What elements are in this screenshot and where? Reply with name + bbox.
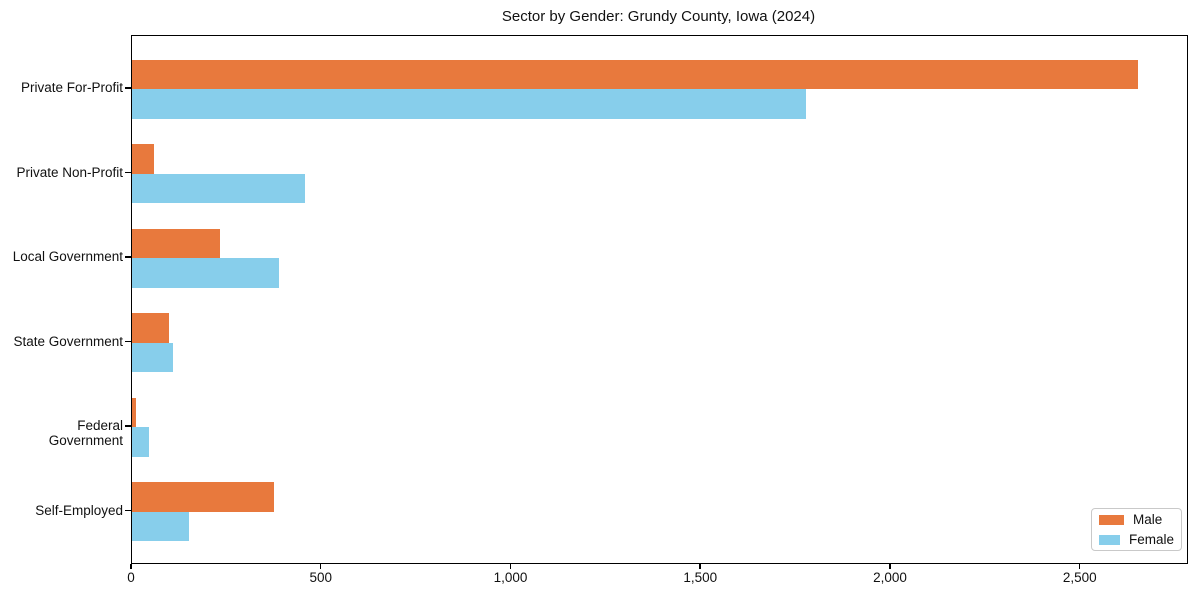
bar-male-state-government: [132, 313, 169, 343]
bar-male-private-for-profit: [132, 59, 1138, 89]
chart-title: Sector by Gender: Grundy County, Iowa (2…: [501, 8, 816, 25]
x-tick-mark-2-000: [889, 563, 891, 569]
x-tick-label-0: 0: [127, 570, 135, 585]
x-tick-label-2-000: 2,000: [873, 570, 907, 585]
bar-female-federal-government: [132, 427, 149, 457]
legend-swatch-female: [1099, 534, 1120, 545]
y-axis-label-self-employed: Self-Employed: [35, 502, 123, 518]
bar-female-state-government: [132, 342, 173, 372]
bar-male-federal-government: [132, 397, 136, 427]
x-tick-label-500: 500: [309, 570, 332, 585]
x-tick-mark-2-500: [1078, 563, 1081, 569]
y-axis-label-private-for-profit: Private For-Profit: [20, 80, 123, 95]
bar-female-self-employed: [132, 511, 190, 541]
x-tick-mark-1-000: [509, 563, 512, 569]
legend-label-male: Male: [1133, 512, 1163, 527]
x-tick-mark-1-500: [699, 563, 701, 569]
bar-female-private-non-profit: [132, 173, 305, 203]
y-axis-label-state-government: State Government: [13, 333, 123, 349]
y-axis-label-federal-government: Federal Government: [48, 418, 123, 448]
legend-swatch-male: [1099, 514, 1124, 525]
legend-label-female: Female: [1128, 532, 1174, 547]
plot-area: [131, 35, 1188, 564]
legend-entry-female: Female: [1099, 532, 1174, 547]
bar-male-self-employed: [132, 482, 274, 512]
legend: Male Female: [1091, 508, 1182, 551]
x-tick-label-1-500: 1,500: [683, 570, 718, 585]
y-axis-label-local-government: Local Government: [12, 249, 123, 264]
x-tick-mark-500: [319, 563, 322, 569]
bar-male-local-government: [132, 228, 221, 258]
bar-male-private-non-profit: [132, 144, 155, 174]
x-tick-label-1-000: 1,000: [493, 570, 528, 585]
legend-entry-male: Male: [1099, 512, 1174, 527]
x-tick-mark-0: [130, 563, 132, 569]
y-axis-label-private-non-profit: Private Non-Profit: [16, 164, 123, 180]
x-tick-label-2-500: 2,500: [1062, 570, 1097, 585]
bar-female-local-government: [132, 258, 279, 288]
bar-female-private-for-profit: [132, 89, 806, 119]
